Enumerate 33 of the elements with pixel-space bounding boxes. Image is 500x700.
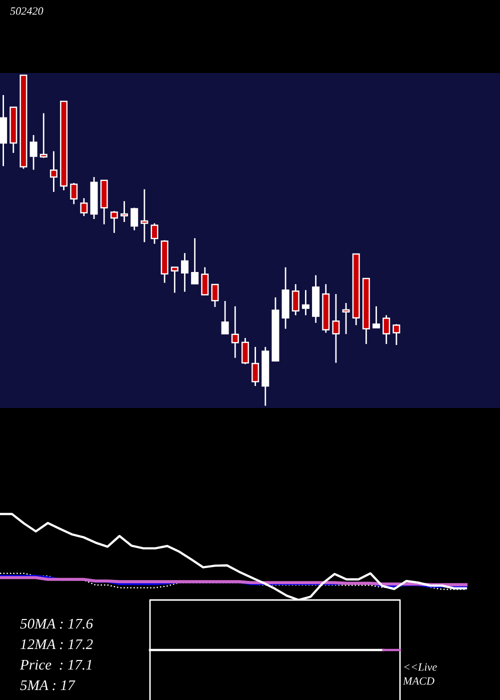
candlestick xyxy=(40,112,48,159)
candlestick xyxy=(241,337,249,365)
candlestick xyxy=(170,266,178,294)
candlestick xyxy=(110,210,118,234)
candlestick xyxy=(332,293,340,364)
candlestick xyxy=(231,306,239,359)
candlestick xyxy=(211,284,219,308)
text: <<Live xyxy=(404,663,437,671)
candlestick xyxy=(252,346,260,387)
candlestick xyxy=(120,200,128,223)
text: 12MA : 17.2 xyxy=(20,639,93,650)
candlestick xyxy=(30,134,38,170)
candlestick xyxy=(221,300,229,334)
candlestick xyxy=(372,306,380,328)
candlestick xyxy=(382,314,390,345)
candlestick xyxy=(70,182,78,205)
candlestick xyxy=(50,150,58,193)
candlestick xyxy=(130,207,138,231)
candlestick xyxy=(180,252,188,292)
candlestick xyxy=(140,188,148,243)
text: Price : 17.1 xyxy=(20,660,92,670)
candlestick xyxy=(392,323,400,346)
candlestick xyxy=(80,197,88,217)
text: MACD xyxy=(402,677,434,685)
candlestick xyxy=(342,302,350,335)
candlestick xyxy=(150,222,158,244)
text: 5MA : 17 xyxy=(20,680,76,690)
candlestick xyxy=(292,283,300,316)
candlestick xyxy=(191,237,199,285)
candlestick xyxy=(302,289,310,316)
candlestick xyxy=(201,266,209,296)
text: 50MA : 17.6 xyxy=(20,618,93,629)
chart-title: 502420 xyxy=(10,7,44,15)
